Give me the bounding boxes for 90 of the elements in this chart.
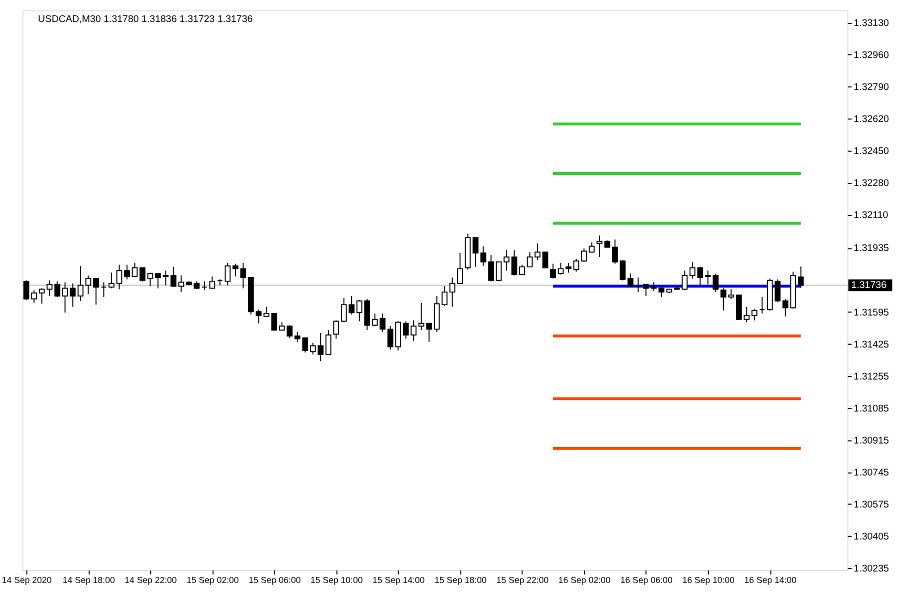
y-tick-label: 1.31935 — [854, 243, 890, 254]
candlestick — [31, 290, 37, 304]
x-tick-label: 15 Sep 10:00 — [310, 575, 363, 586]
y-tick-label: 1.32280 — [854, 178, 890, 190]
candlestick — [496, 261, 502, 282]
candlestick — [682, 270, 688, 291]
ref-line-label: 1.31736 — [851, 280, 886, 292]
candlestick — [162, 270, 169, 286]
candlestick — [488, 254, 494, 282]
candlestick — [147, 272, 154, 287]
candlestick — [612, 238, 618, 264]
candlestick — [534, 242, 540, 261]
candlestick — [519, 264, 525, 276]
candlestick — [457, 252, 463, 284]
candlestick — [108, 272, 114, 289]
candlestick — [54, 280, 60, 298]
x-tick-label: 15 Sep 06:00 — [248, 575, 301, 586]
y-tick-label: 1.32620 — [854, 114, 890, 126]
candlestick — [100, 282, 107, 298]
candlestick — [209, 276, 216, 289]
x-tick-label: 16 Sep 10:00 — [682, 575, 735, 586]
x-tick-label: 15 Sep 18:00 — [434, 575, 487, 586]
candlestick — [325, 330, 332, 355]
x-tick-label: 15 Sep 22:00 — [496, 575, 549, 586]
candlestick — [658, 286, 664, 298]
candlestick — [504, 250, 510, 272]
y-tick-label: 1.31425 — [854, 339, 890, 350]
candlestick — [93, 278, 99, 306]
candlestick — [240, 262, 246, 289]
candlestick — [550, 263, 556, 279]
y-tick-label: 1.30405 — [854, 532, 890, 543]
x-tick-label: 16 Sep 02:00 — [558, 575, 611, 586]
x-tick-label: 15 Sep 14:00 — [372, 575, 425, 586]
candlestick — [542, 252, 548, 268]
x-tick-label: 14 Sep 22:00 — [124, 575, 177, 586]
candlestick — [62, 282, 68, 314]
candlestick — [620, 260, 626, 281]
y-tick-label: 1.33130 — [854, 18, 890, 29]
candlestick — [566, 262, 572, 274]
candlestick — [558, 262, 564, 276]
candlestick — [132, 262, 138, 277]
candlestick — [224, 262, 231, 286]
y-tick-label: 1.32450 — [854, 146, 890, 158]
candlestick — [628, 273, 634, 288]
x-tick-label: 16 Sep 06:00 — [620, 575, 673, 586]
candlestick — [155, 273, 161, 289]
candlestick — [573, 258, 580, 272]
candlestick — [751, 308, 758, 321]
candlestick — [70, 282, 76, 308]
candlestick — [690, 261, 696, 279]
candlestick — [697, 266, 704, 286]
candlestick — [643, 284, 649, 297]
y-tick-label: 1.32960 — [854, 50, 890, 62]
candlestick — [333, 320, 340, 340]
y-tick-label: 1.32110 — [854, 210, 889, 222]
candlestick — [596, 235, 602, 258]
candlestick — [526, 252, 533, 268]
candlestick — [480, 246, 486, 266]
x-tick-label: 15 Sep 02:00 — [186, 575, 239, 586]
x-tick-label: 16 Sep 14:00 — [744, 575, 797, 586]
y-tick-label: 1.31595 — [854, 307, 890, 318]
y-tick-label: 1.30915 — [854, 435, 890, 446]
candlestick — [85, 274, 92, 295]
candlestick — [442, 286, 448, 306]
candlestick — [581, 248, 587, 262]
y-tick-label: 1.30235 — [854, 564, 890, 575]
candlestick — [23, 280, 30, 300]
y-tick-label: 1.32790 — [854, 82, 890, 94]
y-tick-label: 1.31085 — [854, 403, 890, 414]
candlestick — [116, 264, 122, 290]
candlestick — [124, 264, 130, 280]
candlestick — [78, 265, 84, 302]
candlestick — [798, 266, 804, 288]
candlestick — [635, 277, 642, 293]
candlestick — [449, 277, 456, 308]
candlestick — [472, 237, 478, 268]
candlestick — [170, 266, 176, 287]
x-tick-label: 14 Sep 2020 — [2, 575, 52, 586]
candlestick — [759, 296, 766, 314]
y-tick-label: 1.30745 — [854, 467, 890, 478]
candlestick — [46, 280, 52, 297]
candlestick — [588, 242, 595, 253]
candlestick — [38, 288, 45, 304]
x-tick-label: 14 Sep 18:00 — [62, 575, 115, 586]
candlestick — [511, 250, 518, 276]
candlestick — [140, 267, 146, 282]
chart-title: USDCAD,M30 1.31780 1.31836 1.31723 1.31736 — [38, 14, 253, 26]
y-tick-label: 1.30575 — [854, 499, 890, 510]
y-tick-label: 1.31255 — [854, 371, 890, 382]
candlestick — [232, 263, 238, 277]
